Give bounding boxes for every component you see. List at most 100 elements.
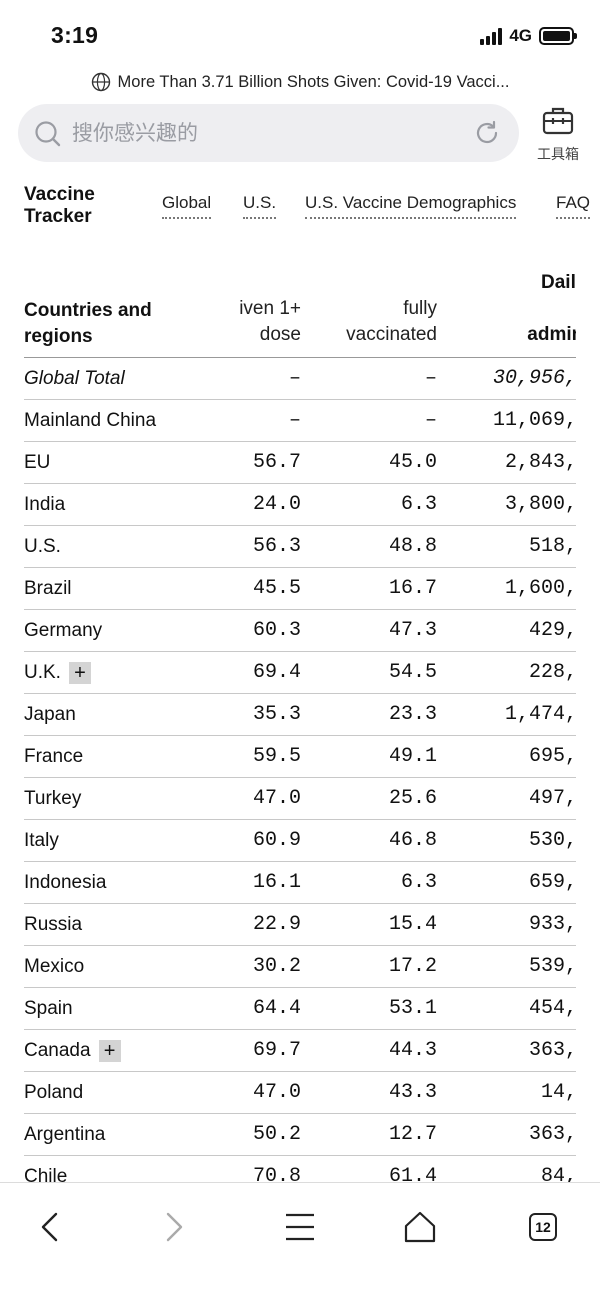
home-icon <box>404 1211 436 1243</box>
table-row: Global Total – – 30,956, <box>24 358 576 400</box>
status-indicators: 4G <box>480 25 577 47</box>
table-row: Italy 60.9 46.8 530, <box>24 820 576 862</box>
cell-daily-rate: 1,600, <box>504 577 576 600</box>
country-name: Mexico <box>24 956 85 977</box>
forward-button[interactable] <box>149 1205 199 1249</box>
cell-country: Spain <box>24 998 73 1020</box>
country-name: Mainland China <box>24 410 157 431</box>
header-dose1[interactable]: iven 1+ dose <box>191 296 301 348</box>
table-row: Russia 22.9 15.4 933, <box>24 904 576 946</box>
cell-fully-vaccinated: 23.3 <box>388 703 437 726</box>
table-body: Global Total – – 30,956, Mainland China – – 11,… <box>24 358 576 1198</box>
search-bar[interactable] <box>18 104 519 162</box>
table-row: Indonesia 16.1 6.3 659, <box>24 862 576 904</box>
country-name: EU <box>24 452 51 473</box>
cell-country: Mainland China <box>24 410 156 432</box>
cell-daily-rate: 454, <box>528 997 576 1020</box>
nav-link-faq[interactable]: FAQ <box>556 193 591 219</box>
cell-daily-rate: 659, <box>528 871 576 894</box>
page-title-bar[interactable]: More Than 3.71 Billion Shots Given: Covi… <box>0 68 600 96</box>
cell-country: Russia <box>24 914 82 936</box>
tabs-button[interactable]: 12 <box>518 1205 568 1249</box>
header-full-line2: vaccinated <box>346 324 437 345</box>
cell-dose1: 47.0 <box>252 1081 301 1104</box>
country-name: India <box>24 494 66 515</box>
chevron-left-icon <box>41 1212 58 1242</box>
cell-daily-rate-clip: 530, <box>476 820 576 862</box>
cell-country: Argentina <box>24 1124 105 1146</box>
cell-daily-rate: 530, <box>528 829 576 852</box>
cell-dose1: 50.2 <box>252 1123 301 1146</box>
cell-fully-vaccinated: 17.2 <box>388 955 437 978</box>
refresh-icon[interactable] <box>473 119 501 147</box>
country-name: Global Total <box>24 368 125 389</box>
tracker-title[interactable]: Vaccine Tracker <box>24 184 95 227</box>
cell-daily-rate: 30,956, <box>492 367 576 390</box>
cell-fully-vaccinated: 15.4 <box>388 913 437 936</box>
cell-dose1: 69.4 <box>252 661 301 684</box>
table-row: EU 56.7 45.0 2,843, <box>24 442 576 484</box>
cell-fully-vaccinated: 45.0 <box>388 451 437 474</box>
cell-daily-rate-clip: 1,474, <box>476 694 576 736</box>
cell-country: U.K. + <box>24 662 91 684</box>
cell-daily-rate: 518, <box>528 535 576 558</box>
table-row: Spain 64.4 53.1 454, <box>24 988 576 1030</box>
cell-fully-vaccinated: 49.1 <box>388 745 437 768</box>
header-daily-rate[interactable]: Daily rat do administe <box>476 270 576 350</box>
cell-country: France <box>24 746 83 768</box>
nav-link-us-demographics[interactable]: U.S. Vaccine Demographics <box>305 193 517 219</box>
header-fully-vaccinated[interactable]: fully vaccinated <box>297 296 437 348</box>
home-button[interactable] <box>395 1205 445 1249</box>
table-row: Mexico 30.2 17.2 539, <box>24 946 576 988</box>
cell-daily-rate-clip: 2,843, <box>476 442 576 484</box>
cell-country: Brazil <box>24 578 72 600</box>
toolbox-label: 工具箱 <box>537 147 579 163</box>
cell-dose1: 16.1 <box>252 871 301 894</box>
cell-daily-rate-clip: 1,600, <box>476 568 576 610</box>
cell-daily-rate-clip: 539, <box>476 946 576 988</box>
cell-daily-rate: 933, <box>528 913 576 936</box>
cell-dose1: 64.4 <box>252 997 301 1020</box>
cell-dose1: 60.3 <box>252 619 301 642</box>
country-name: Brazil <box>24 578 72 599</box>
cell-country: Japan <box>24 704 76 726</box>
cell-fully-vaccinated: 54.5 <box>388 661 437 684</box>
cell-country: Indonesia <box>24 872 106 894</box>
cell-country: India <box>24 494 65 516</box>
cell-daily-rate: 2,843, <box>504 451 576 474</box>
cell-daily-rate-clip: 3,800, <box>476 484 576 526</box>
table-row: Japan 35.3 23.3 1,474, <box>24 694 576 736</box>
nav-link-us[interactable]: U.S. <box>243 193 277 219</box>
back-button[interactable] <box>25 1205 75 1249</box>
header-daily-line2: do <box>486 296 576 322</box>
country-name: Indonesia <box>24 872 107 893</box>
toolbox-button[interactable]: 工具箱 <box>529 104 587 164</box>
cell-fully-vaccinated: 46.8 <box>388 829 437 852</box>
cell-daily-rate: 3,800, <box>504 493 576 516</box>
table-row: India 24.0 6.3 3,800, <box>24 484 576 526</box>
cell-dose1: 24.0 <box>252 493 301 516</box>
cell-daily-rate: 429, <box>528 619 576 642</box>
expand-button[interactable]: + <box>68 662 91 684</box>
menu-button[interactable] <box>275 1205 325 1249</box>
cell-fully-vaccinated: 16.7 <box>388 577 437 600</box>
tab-count-badge: 12 <box>529 1213 557 1241</box>
cell-dose1: – <box>288 409 301 432</box>
vaccine-table: Countries and regions iven 1+ dose fully… <box>24 266 576 1198</box>
cell-daily-rate-clip: 454, <box>476 988 576 1030</box>
search-input[interactable] <box>72 104 462 162</box>
cell-daily-rate: 228, <box>528 661 576 684</box>
cell-fully-vaccinated: 48.8 <box>388 535 437 558</box>
header-country[interactable]: Countries and regions <box>24 300 152 347</box>
cell-daily-rate-clip: 695, <box>476 736 576 778</box>
cell-country: Germany <box>24 620 102 642</box>
nav-link-global[interactable]: Global <box>162 193 212 219</box>
table-row: U.K. + 69.4 54.5 228, <box>24 652 576 694</box>
table-row: Poland 47.0 43.3 14, <box>24 1072 576 1114</box>
cell-daily-rate-clip: 228, <box>476 652 576 694</box>
expand-button[interactable]: + <box>98 1040 121 1062</box>
country-name: Canada <box>24 1040 91 1061</box>
bottom-toolbar: 12 <box>0 1182 600 1298</box>
battery-icon <box>539 27 577 45</box>
cell-fully-vaccinated: – <box>424 367 437 390</box>
